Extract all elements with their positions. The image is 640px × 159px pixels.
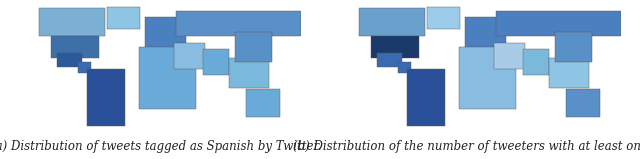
Polygon shape: [203, 49, 229, 75]
Polygon shape: [459, 47, 516, 109]
Polygon shape: [39, 8, 104, 36]
Polygon shape: [86, 69, 125, 126]
Polygon shape: [78, 62, 91, 73]
Polygon shape: [177, 11, 301, 36]
Polygon shape: [359, 8, 424, 36]
Polygon shape: [174, 43, 205, 69]
Polygon shape: [107, 7, 140, 29]
Text: (b) Distribution of the number of tweeters with at least one: (b) Distribution of the number of tweete…: [293, 140, 640, 153]
Polygon shape: [145, 17, 186, 49]
Polygon shape: [57, 53, 83, 67]
Polygon shape: [371, 36, 419, 58]
Polygon shape: [246, 89, 280, 117]
Polygon shape: [465, 17, 506, 49]
Text: (a) Distribution of tweets tagged as Spanish by Twitter.: (a) Distribution of tweets tagged as Spa…: [0, 140, 322, 153]
Polygon shape: [549, 58, 589, 88]
Polygon shape: [566, 89, 600, 117]
Polygon shape: [406, 69, 445, 126]
Polygon shape: [523, 49, 549, 75]
Polygon shape: [556, 32, 592, 62]
Polygon shape: [427, 7, 460, 29]
Polygon shape: [377, 53, 403, 67]
Polygon shape: [139, 47, 196, 109]
Polygon shape: [229, 58, 269, 88]
Polygon shape: [494, 43, 525, 69]
Polygon shape: [236, 32, 272, 62]
Polygon shape: [51, 36, 99, 58]
Polygon shape: [398, 62, 411, 73]
Polygon shape: [497, 11, 621, 36]
